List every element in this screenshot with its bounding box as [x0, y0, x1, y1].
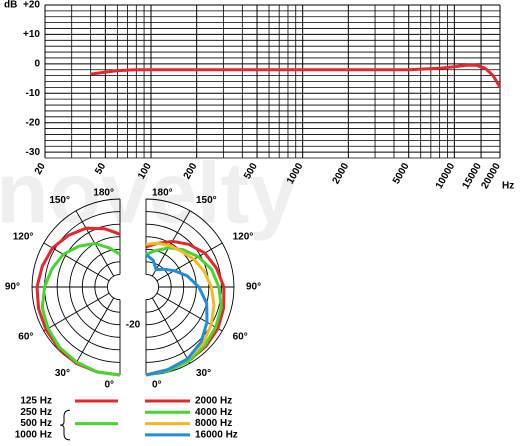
y-tick-label: -10 — [26, 88, 41, 99]
angle-label: 120° — [13, 232, 34, 243]
x-tick-label: 2000 — [331, 161, 352, 186]
angle-label: 30° — [55, 368, 70, 379]
legend-label: 125 Hz — [20, 396, 52, 407]
angle-label: 180° — [93, 188, 114, 199]
y-tick-label: +20 — [23, 0, 40, 11]
angle-label: 150° — [49, 195, 70, 206]
polar-ring — [145, 273, 159, 301]
legend-brace — [59, 409, 71, 441]
legend-label: 8000 Hz — [195, 418, 232, 429]
y-axis-label: dB — [4, 0, 17, 11]
y-tick-label: -30 — [26, 147, 41, 158]
angle-label: 30° — [196, 368, 211, 379]
angle-label: 0° — [104, 380, 114, 391]
x-tick-label: 5000 — [391, 161, 412, 186]
polar-spoke — [43, 242, 110, 282]
polar-spoke — [75, 297, 115, 364]
x-tick-label: 10000 — [434, 161, 458, 191]
x-tick-label: 20000 — [479, 161, 503, 191]
angle-label: 180° — [152, 188, 173, 199]
polar-curve — [35, 226, 121, 377]
legend-label: 4000 Hz — [195, 407, 232, 418]
x-axis-label: Hz — [502, 181, 514, 192]
polar-spoke — [151, 297, 191, 364]
legend-label: 16000 Hz — [195, 430, 238, 441]
polar-curve — [145, 253, 209, 377]
polar-curve — [40, 242, 121, 377]
legend-label: 500 Hz — [20, 418, 52, 429]
angle-label: 0° — [152, 380, 162, 391]
legend-label: 1000 Hz — [15, 430, 52, 441]
angle-label: 60° — [233, 332, 248, 343]
response-curve — [90, 63, 502, 89]
angle-label: 120° — [233, 232, 254, 243]
polar-spoke — [151, 210, 191, 277]
x-tick-label: 20 — [33, 161, 48, 177]
angle-label: 90° — [5, 282, 20, 293]
polar-ring — [107, 273, 121, 301]
y-tick-label: -20 — [26, 117, 41, 128]
r-tick-label: -20 — [126, 319, 141, 330]
polar-spoke — [43, 292, 110, 332]
angle-label: 60° — [18, 332, 33, 343]
legend-label: 2000 Hz — [195, 396, 232, 407]
angle-label: 90° — [246, 282, 261, 293]
polar-spoke — [156, 242, 223, 282]
polar-curve — [145, 246, 223, 377]
x-tick-label: 50 — [93, 161, 108, 177]
y-tick-label: 0 — [34, 58, 40, 69]
legend-label: 250 Hz — [20, 407, 52, 418]
watermark: novelty — [0, 146, 297, 242]
y-tick-label: +10 — [23, 29, 40, 40]
angle-label: 150° — [196, 195, 217, 206]
